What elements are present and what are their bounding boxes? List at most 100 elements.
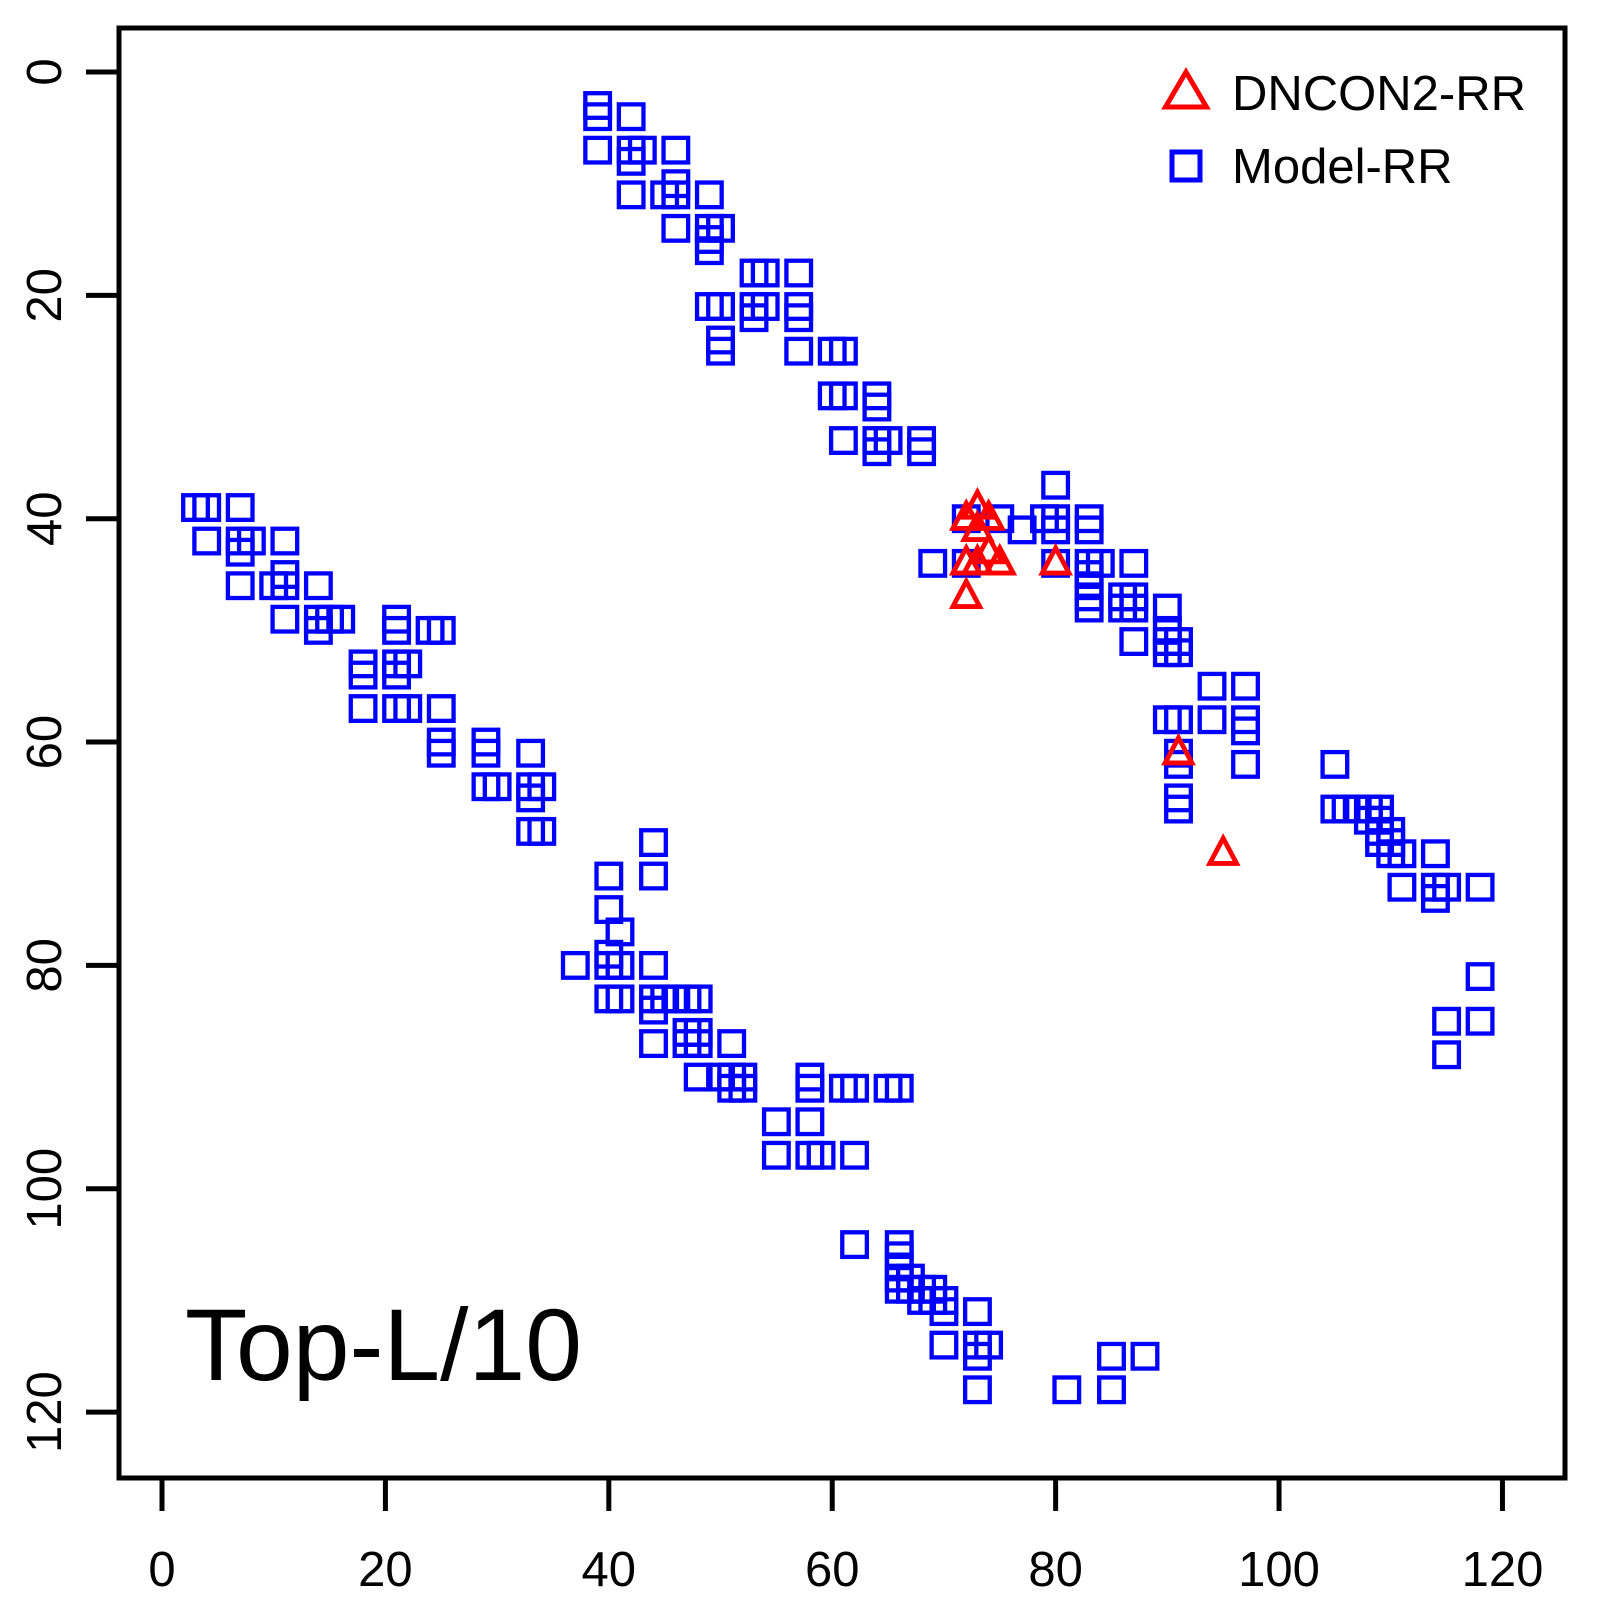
y-tick-label: 60: [18, 715, 72, 770]
model-rr-point: [694, 180, 724, 210]
model-rr-point: [683, 1029, 713, 1059]
model-rr-point: [1432, 1040, 1462, 1070]
dncon2-rr-point: [982, 542, 1018, 576]
model-rr-point: [728, 1073, 758, 1103]
model-rr-point: [527, 772, 557, 802]
model-rr-point: [1097, 1375, 1126, 1405]
model-rr-point: [393, 694, 423, 724]
annotation-top-l10: Top-L/10: [185, 1288, 582, 1402]
model-rr-point: [784, 258, 814, 288]
model-rr-point: [1119, 593, 1149, 623]
model-rr-point: [761, 1140, 791, 1170]
model-rr-point: [225, 571, 255, 601]
x-tick-label: 120: [1462, 1543, 1544, 1597]
model-rr-point: [661, 180, 691, 210]
model-rr-point: [862, 392, 892, 422]
model-rr-point: [1465, 1006, 1495, 1036]
model-rr-point: [426, 694, 456, 724]
legend-label-dncon2: DNCON2-RR: [1232, 67, 1526, 121]
model-rr-point: [1052, 1375, 1082, 1405]
square-icon: [1169, 149, 1203, 183]
model-rr-point: [1164, 794, 1193, 824]
model-rr-point: [1420, 883, 1450, 913]
dncon2-rr-point: [1161, 732, 1196, 766]
model-rr-point: [974, 1330, 1004, 1360]
model-rr-point: [784, 336, 814, 366]
model-rr-point: [1231, 716, 1260, 746]
model-rr-point: [907, 437, 937, 467]
model-rr-point: [706, 292, 735, 321]
model-rr-point: [471, 738, 501, 768]
model-rr-point: [929, 1297, 959, 1327]
model-rr-point: [840, 1073, 870, 1103]
model-rr-point: [1197, 705, 1227, 735]
model-rr-point: [1164, 705, 1193, 735]
model-rr-point: [527, 816, 557, 846]
dncon2-rr-point: [948, 498, 984, 531]
model-rr-point: [225, 493, 255, 522]
model-rr-point: [1387, 839, 1417, 869]
y-axis: 0 20 40 60 80 100 120: [18, 58, 119, 1453]
model-rr-point: [639, 1029, 668, 1059]
model-rr-point: [192, 526, 222, 556]
model-rr-point: [694, 236, 724, 266]
model-rr-point: [516, 738, 546, 768]
dncon2-rr-point: [960, 509, 995, 542]
model-rr-point: [616, 180, 646, 210]
legend-label-model: Model-RR: [1232, 140, 1453, 194]
model-rr-point: [884, 1073, 914, 1103]
model-rr-point: [1119, 627, 1149, 656]
model-rr-point: [616, 146, 646, 176]
model-rr-point: [393, 649, 423, 679]
model-rr-point: [828, 381, 858, 411]
model-rr-point: [639, 861, 668, 891]
model-rr-point: [1231, 749, 1260, 779]
x-tick-label: 0: [148, 1543, 175, 1597]
dncon2-rr-point: [948, 576, 984, 609]
model-rr-point: [270, 526, 300, 556]
dncon2-rr-point: [971, 531, 1007, 565]
model-rr-point: [1197, 671, 1227, 701]
model-rr-point: [1465, 872, 1495, 902]
model-rr-point: [639, 828, 668, 858]
x-tick-label: 20: [358, 1543, 413, 1597]
model-rr-point: [717, 1029, 747, 1059]
model-rr-point: [605, 984, 635, 1014]
model-rr-point: [326, 604, 356, 634]
model-rr-point: [1041, 515, 1071, 545]
model-rr-point: [661, 213, 691, 243]
model-rr-point: [683, 1062, 713, 1092]
legend: DNCON2-RR Model-RR: [1161, 67, 1526, 194]
x-tick-label: 80: [1028, 1543, 1083, 1597]
model-rr-point: [639, 950, 668, 980]
model-rr-point: [1164, 638, 1193, 668]
model-rr-point: [583, 102, 613, 132]
model-rr-point: [918, 548, 948, 578]
x-axis: 0 20 40 60 80 100 120: [148, 1478, 1543, 1597]
model-rr-point: [348, 694, 378, 724]
model-rr-point: [594, 861, 624, 891]
y-tick-label: 120: [18, 1371, 72, 1453]
model-rr-point: [828, 426, 858, 455]
plot-border: [116, 25, 1568, 1481]
model-rr-point: [583, 135, 613, 165]
model-rr-point: [761, 1107, 791, 1137]
model-rr-point: [236, 526, 266, 556]
model-rr-point: [1130, 1341, 1160, 1371]
model-rr-point: [929, 1330, 959, 1360]
dncon2-rr-point: [971, 498, 1007, 531]
y-tick-label: 0: [18, 58, 72, 85]
model-rr-point: [270, 571, 300, 601]
model-rr-point: [426, 738, 456, 768]
x-tick-label: 60: [805, 1543, 860, 1597]
model-rr-point: [1041, 470, 1071, 500]
model-rr-point: [482, 772, 512, 802]
triangle-icon: [1161, 67, 1211, 110]
x-tick-label: 40: [582, 1543, 637, 1597]
model-rr-point: [750, 258, 780, 288]
model-rr-point: [962, 1297, 992, 1327]
model-rr-point: [382, 615, 412, 645]
model-rr-point: [560, 950, 590, 980]
y-tick-label: 40: [18, 491, 72, 546]
